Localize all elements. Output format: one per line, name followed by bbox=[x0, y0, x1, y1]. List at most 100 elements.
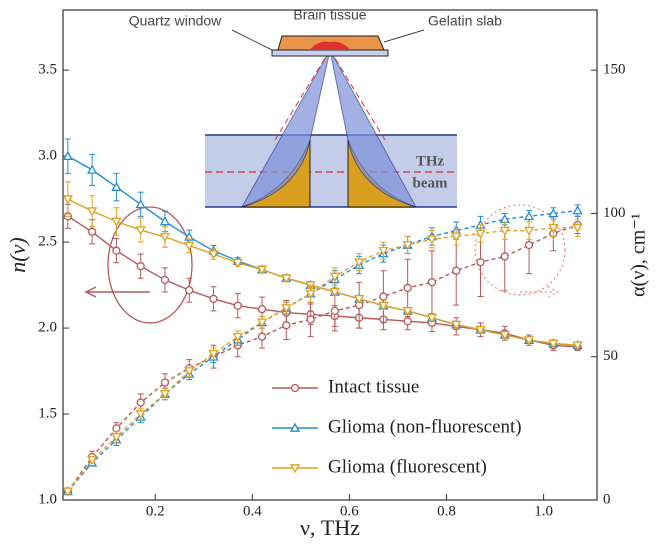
marker bbox=[289, 422, 301, 432]
marker bbox=[306, 315, 315, 324]
n-line bbox=[67, 198, 578, 346]
marker bbox=[451, 320, 462, 330]
marker bbox=[354, 258, 365, 268]
pointer bbox=[231, 29, 273, 51]
brain-tissue bbox=[310, 41, 350, 50]
axis-arrow bbox=[84, 286, 150, 298]
highlight-ellipse bbox=[474, 204, 566, 296]
marker bbox=[208, 250, 219, 260]
beam bbox=[205, 135, 457, 207]
marker bbox=[233, 301, 242, 310]
y-tick-label: 3.0 bbox=[38, 148, 57, 164]
y2-tick-label: 150 bbox=[603, 62, 626, 78]
marker bbox=[500, 252, 509, 261]
marker bbox=[160, 275, 170, 285]
marker bbox=[62, 195, 73, 205]
y2-tick-label: 0 bbox=[603, 491, 611, 507]
marker bbox=[499, 331, 510, 341]
marker bbox=[232, 258, 243, 269]
marker bbox=[87, 207, 98, 217]
marker bbox=[136, 262, 145, 271]
marker bbox=[426, 235, 438, 245]
marker bbox=[159, 390, 171, 400]
marker bbox=[475, 325, 486, 336]
marker bbox=[232, 332, 243, 343]
x-tick-label: 1.0 bbox=[534, 503, 553, 519]
y-tick-label: 3.5 bbox=[38, 62, 57, 78]
inset-label: beam bbox=[413, 175, 449, 191]
marker bbox=[136, 398, 145, 407]
legend bbox=[265, 370, 590, 485]
legend-label: Glioma (fluorescent) bbox=[328, 456, 487, 477]
inset-label: Quartz window bbox=[129, 13, 222, 29]
y2-tick-label: 50 bbox=[603, 348, 618, 364]
marker bbox=[87, 227, 97, 236]
marker bbox=[289, 464, 301, 474]
marker bbox=[111, 181, 122, 191]
marker bbox=[87, 164, 98, 174]
marker bbox=[257, 305, 267, 314]
marker bbox=[281, 274, 292, 284]
inset-label: Gelatin slab bbox=[428, 13, 502, 29]
marker bbox=[403, 317, 412, 326]
x-axis-label: ν, THz bbox=[300, 515, 360, 540]
marker bbox=[572, 341, 583, 351]
marker bbox=[476, 258, 485, 267]
marker bbox=[572, 205, 583, 215]
marker bbox=[111, 217, 122, 227]
marker bbox=[257, 332, 267, 341]
beam-cone bbox=[329, 49, 418, 208]
n-line bbox=[67, 215, 578, 348]
y-tick-label: 1.0 bbox=[38, 491, 57, 507]
y-tick-label: 2.0 bbox=[38, 320, 57, 336]
marker bbox=[62, 150, 73, 160]
marker bbox=[159, 233, 171, 243]
marker bbox=[184, 241, 195, 251]
y-axis-label: n(ν) bbox=[5, 237, 30, 272]
marker bbox=[256, 318, 268, 328]
beam-cone bbox=[240, 49, 331, 208]
marker bbox=[159, 216, 171, 226]
marker bbox=[499, 226, 510, 236]
x-tick-label: 0.2 bbox=[146, 503, 165, 519]
x-tick-label: 0.4 bbox=[243, 503, 262, 519]
marker bbox=[112, 246, 121, 255]
marker bbox=[160, 378, 170, 387]
marker bbox=[452, 266, 461, 275]
quartz-window bbox=[271, 49, 389, 57]
marker bbox=[282, 321, 291, 330]
marker bbox=[402, 241, 413, 251]
y-tick-label: 2.5 bbox=[38, 234, 57, 250]
marker bbox=[523, 210, 535, 221]
axis-arrow bbox=[520, 286, 560, 298]
marker bbox=[426, 313, 438, 324]
marker bbox=[523, 336, 535, 346]
legend-label: Intact tissue bbox=[328, 376, 419, 397]
inset-label: Brain tissue bbox=[293, 7, 366, 23]
marker bbox=[475, 229, 486, 239]
x-tick-label: 0.8 bbox=[437, 503, 456, 519]
marker bbox=[330, 306, 340, 316]
marker bbox=[290, 383, 300, 393]
inset-label: THz bbox=[416, 153, 445, 169]
marker bbox=[329, 288, 340, 298]
marker bbox=[548, 223, 559, 234]
pointer bbox=[383, 29, 425, 43]
marker bbox=[184, 367, 195, 377]
marker bbox=[451, 232, 462, 242]
beam-ray bbox=[274, 49, 386, 141]
inset-diagram: Quartz window Brain tissue Gelatin slab … bbox=[129, 7, 502, 208]
marker bbox=[87, 456, 98, 466]
marker bbox=[209, 294, 218, 303]
marker bbox=[523, 226, 535, 236]
marker bbox=[572, 223, 583, 234]
marker bbox=[329, 272, 340, 282]
alpha-line bbox=[67, 209, 578, 492]
plot-frame bbox=[62, 9, 598, 501]
marker bbox=[185, 286, 194, 295]
marker bbox=[208, 350, 219, 360]
marker bbox=[62, 487, 73, 497]
marker bbox=[427, 278, 437, 287]
marker bbox=[378, 246, 389, 257]
legend-label: Glioma (non-fluorescent) bbox=[328, 416, 522, 437]
